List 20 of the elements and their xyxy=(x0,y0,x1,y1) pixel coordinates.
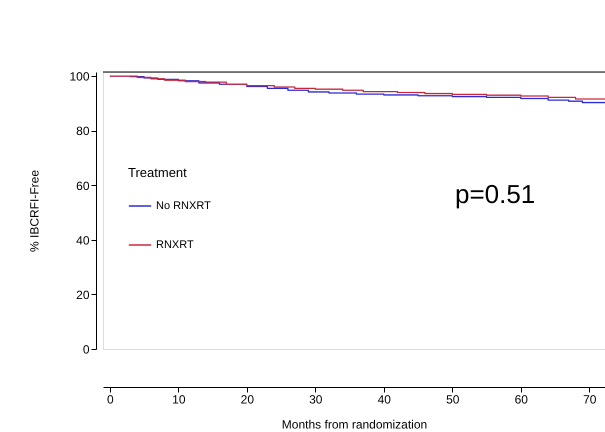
y-axis-title: % IBCRFI-Free xyxy=(27,170,42,252)
y-tick-label: 100 xyxy=(69,70,90,84)
x-tick-label: 50 xyxy=(446,392,460,406)
y-tick-label: 60 xyxy=(76,178,90,193)
legend-title: Treatment xyxy=(128,165,188,180)
x-tick-label: 70 xyxy=(583,392,597,406)
y-tick-label: 80 xyxy=(76,124,90,138)
x-axis-title: Months from randomization xyxy=(282,418,428,432)
x-tick-label: 60 xyxy=(514,392,528,406)
x-tick-label: 30 xyxy=(309,392,323,406)
legend-label: RNXRT xyxy=(156,239,194,251)
x-tick-label: 0 xyxy=(107,392,114,406)
x-tick-label: 20 xyxy=(240,392,254,406)
x-tick-label: 10 xyxy=(172,392,186,406)
y-tick-label: 40 xyxy=(76,233,90,248)
legend-label: No RNXRT xyxy=(156,200,212,212)
annotation: p=0.51 xyxy=(455,179,536,209)
x-tick-label: 40 xyxy=(378,392,392,406)
y-tick-label: 20 xyxy=(76,288,90,302)
y-tick-label: 0 xyxy=(82,342,90,356)
